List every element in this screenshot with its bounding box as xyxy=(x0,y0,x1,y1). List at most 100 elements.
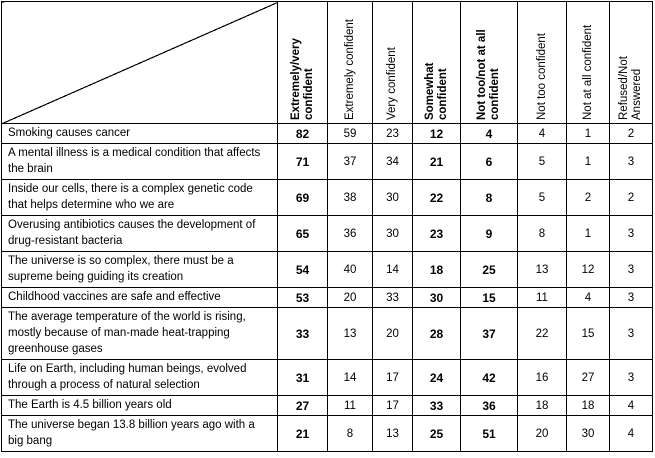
value-cell: 13 xyxy=(517,251,567,288)
value-cell: 30 xyxy=(372,179,413,216)
value-cell: 59 xyxy=(327,123,373,144)
statement-cell: The universe began 13.8 billion years ag… xyxy=(1,415,278,452)
column-header: Refused/Not Answered xyxy=(609,1,653,124)
value-cell: 1 xyxy=(566,123,610,144)
table-row: Childhood vaccines are safe and effectiv… xyxy=(1,287,653,308)
value-cell: 11 xyxy=(517,287,567,308)
statement-cell: The universe is so complex, there must b… xyxy=(1,251,278,288)
value-cell: 2 xyxy=(609,123,653,144)
value-cell: 3 xyxy=(609,215,653,252)
value-cell: 33 xyxy=(372,287,413,308)
statement-cell: Overusing antibiotics causes the develop… xyxy=(1,215,278,252)
table-row: Smoking causes cancer 82 59 23 12 4 4 1 2 xyxy=(1,123,653,144)
value-cell: 25 xyxy=(412,415,461,452)
value-cell: 30 xyxy=(412,287,461,308)
value-cell: 71 xyxy=(277,143,328,180)
value-cell: 22 xyxy=(517,307,567,360)
value-cell: 65 xyxy=(277,215,328,252)
table-row: Overusing antibiotics causes the develop… xyxy=(1,215,653,252)
statement-cell: A mental illness is a medical condition … xyxy=(1,143,278,180)
value-cell: 13 xyxy=(372,415,413,452)
value-cell: 2 xyxy=(566,179,610,216)
value-cell: 82 xyxy=(277,123,328,144)
value-cell: 40 xyxy=(327,251,373,288)
value-cell: 54 xyxy=(277,251,328,288)
value-cell: 8 xyxy=(327,415,373,452)
value-cell: 3 xyxy=(609,307,653,360)
value-cell: 8 xyxy=(517,215,567,252)
value-cell: 11 xyxy=(327,395,373,416)
value-cell: 8 xyxy=(460,179,518,216)
header-row: Extremely/very confident Extremely confi… xyxy=(1,1,653,124)
value-cell: 17 xyxy=(372,359,413,396)
column-header: Not too confident xyxy=(517,1,567,124)
value-cell: 5 xyxy=(517,179,567,216)
value-cell: 13 xyxy=(327,307,373,360)
value-cell: 31 xyxy=(277,359,328,396)
table-row: The universe began 13.8 billion years ag… xyxy=(1,415,653,452)
value-cell: 30 xyxy=(372,215,413,252)
value-cell: 9 xyxy=(460,215,518,252)
value-cell: 3 xyxy=(609,251,653,288)
value-cell: 17 xyxy=(372,395,413,416)
value-cell: 23 xyxy=(412,215,461,252)
statement-cell: Inside our cells, there is a complex gen… xyxy=(1,179,278,216)
value-cell: 4 xyxy=(609,415,653,452)
table-row: The average temperature of the world is … xyxy=(1,307,653,360)
value-cell: 21 xyxy=(277,415,328,452)
table-row: The universe is so complex, there must b… xyxy=(1,251,653,288)
statement-cell: Smoking causes cancer xyxy=(1,123,278,144)
column-header: Extremely/very confident xyxy=(277,1,328,124)
value-cell: 20 xyxy=(327,287,373,308)
value-cell: 24 xyxy=(412,359,461,396)
value-cell: 16 xyxy=(517,359,567,396)
value-cell: 25 xyxy=(460,251,518,288)
value-cell: 4 xyxy=(566,287,610,308)
value-cell: 21 xyxy=(412,143,461,180)
table-row: Life on Earth, including human beings, e… xyxy=(1,359,653,396)
column-header: Not too/not at all confident xyxy=(460,1,518,124)
statement-cell: The average temperature of the world is … xyxy=(1,307,278,360)
value-cell: 15 xyxy=(566,307,610,360)
statement-cell: Life on Earth, including human beings, e… xyxy=(1,359,278,396)
statement-cell: The Earth is 4.5 billion years old xyxy=(1,395,278,416)
column-header: Not at all confident xyxy=(566,1,610,124)
column-header: Very confident xyxy=(372,1,413,124)
value-cell: 20 xyxy=(517,415,567,452)
value-cell: 33 xyxy=(412,395,461,416)
value-cell: 34 xyxy=(372,143,413,180)
value-cell: 38 xyxy=(327,179,373,216)
value-cell: 2 xyxy=(609,179,653,216)
value-cell: 53 xyxy=(277,287,328,308)
table-row: Inside our cells, there is a complex gen… xyxy=(1,179,653,216)
statement-cell: Childhood vaccines are safe and effectiv… xyxy=(1,287,278,308)
value-cell: 23 xyxy=(372,123,413,144)
value-cell: 27 xyxy=(566,359,610,396)
value-cell: 18 xyxy=(517,395,567,416)
value-cell: 14 xyxy=(372,251,413,288)
value-cell: 18 xyxy=(412,251,461,288)
value-cell: 3 xyxy=(609,143,653,180)
value-cell: 51 xyxy=(460,415,518,452)
value-cell: 12 xyxy=(412,123,461,144)
column-header: Extremely confident xyxy=(327,1,373,124)
value-cell: 1 xyxy=(566,143,610,180)
value-cell: 3 xyxy=(609,287,653,308)
table-row: The Earth is 4.5 billion years old 27 11 17… xyxy=(1,395,653,416)
value-cell: 6 xyxy=(460,143,518,180)
value-cell: 42 xyxy=(460,359,518,396)
value-cell: 37 xyxy=(327,143,373,180)
table-row: A mental illness is a medical condition … xyxy=(1,143,653,180)
value-cell: 5 xyxy=(517,143,567,180)
value-cell: 4 xyxy=(460,123,518,144)
value-cell: 4 xyxy=(517,123,567,144)
value-cell: 18 xyxy=(566,395,610,416)
value-cell: 14 xyxy=(327,359,373,396)
value-cell: 12 xyxy=(566,251,610,288)
value-cell: 3 xyxy=(609,359,653,396)
value-cell: 15 xyxy=(460,287,518,308)
value-cell: 36 xyxy=(460,395,518,416)
value-cell: 1 xyxy=(566,215,610,252)
value-cell: 69 xyxy=(277,179,328,216)
value-cell: 33 xyxy=(277,307,328,360)
